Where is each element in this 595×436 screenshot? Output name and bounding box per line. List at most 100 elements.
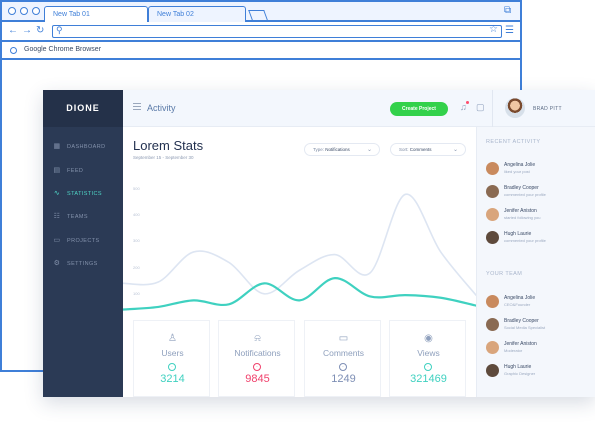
window-maximize-icon[interactable] <box>32 7 40 15</box>
pulse-icon: ∿ <box>53 190 61 197</box>
sidebar-item-projects[interactable]: ▭ PROJECTS <box>53 235 100 247</box>
forward-arrow-icon[interactable]: → <box>22 25 32 36</box>
address-bar[interactable]: ⚲ ☆ <box>52 24 502 38</box>
your-team-heading: YOUR TEAM <box>486 271 523 277</box>
bell-icon: ⍾ <box>254 333 261 344</box>
list-item[interactable]: Bradley Cooper commented your profile <box>486 184 591 200</box>
bookmark-star-icon[interactable]: ☆ <box>489 24 498 35</box>
sidebar-item-label: PROJECTS <box>67 238 100 244</box>
right-panel: RECENT ACTIVITY Angelina Jolie liked you… <box>476 127 595 397</box>
window-close-icon[interactable] <box>8 7 16 15</box>
y-tick-label: 400 <box>133 212 140 218</box>
back-arrow-icon[interactable]: ← <box>8 25 18 36</box>
chevron-down-icon: ⌄ <box>452 147 458 153</box>
users-card[interactable]: ♙ Users · 3214 <box>133 320 210 397</box>
avatar <box>486 341 499 354</box>
notifications-card[interactable]: ⍾ Notifications · 9845 <box>218 320 295 397</box>
folder-icon: ▭ <box>53 237 61 244</box>
notification-badge <box>466 101 469 104</box>
stats-title: Lorem Stats <box>133 138 204 153</box>
type-dropdown[interactable]: Type: Notifications ⌄ <box>304 143 380 156</box>
sidebar-item-label: DASHBOARD <box>67 144 106 150</box>
stats-panel: Lorem Stats September 15 - September 30 … <box>121 127 478 397</box>
browser-menu-icon[interactable]: ☰ <box>505 25 514 36</box>
sort-dropdown-value: Comments <box>409 147 432 152</box>
grid-icon: ▦ <box>53 143 61 150</box>
app-header: Activity Create Project ♫ ▢ BRAD PITT <box>123 90 595 127</box>
sidebar-item-dashboard[interactable]: ▦ DASHBOARD <box>53 141 105 153</box>
notification-bell-icon[interactable]: ♫ <box>460 102 467 112</box>
views-card[interactable]: ◉ Views · 321469 <box>389 320 466 397</box>
search-icon: ⚲ <box>56 25 63 35</box>
user-name[interactable]: BRAD PITT <box>533 106 562 112</box>
sidebar-item-settings[interactable]: ⚙ SETTINGS <box>53 258 98 270</box>
card-label: Views <box>417 348 440 358</box>
list-item[interactable]: Jenifer Aniston started following you <box>486 207 591 223</box>
create-project-button[interactable]: Create Project <box>390 102 448 116</box>
series-line-primary <box>121 277 478 311</box>
browser-tab-bar: New Tab 01 New Tab 02 ⧉ <box>2 2 520 22</box>
list-item-name: Hugh Laurie <box>504 364 532 370</box>
browser-tab-2[interactable]: New Tab 02 <box>148 6 246 22</box>
reload-icon[interactable]: ↻ <box>36 25 45 36</box>
list-item-name: Angelina Jolie <box>504 162 536 168</box>
comments-card[interactable]: ▭ Comments · 1249 <box>304 320 381 397</box>
list-item-detail: Moderator <box>504 348 523 353</box>
page-title: Activity <box>147 103 176 113</box>
sidebar-item-statistics[interactable]: ∿ STATISTICS <box>53 188 102 200</box>
sidebar-item-label: SETTINGS <box>67 261 98 267</box>
status-icon: · <box>168 363 176 371</box>
list-item[interactable]: Bradley Cooper Social Media Specialist <box>486 317 591 333</box>
new-tab-button[interactable] <box>248 10 268 20</box>
gear-icon: ⚙ <box>53 260 61 267</box>
list-item[interactable]: Angelina Jolie liked your post <box>486 161 591 177</box>
browser-tab-1[interactable]: New Tab 01 <box>44 6 148 22</box>
extension-icon[interactable]: ⧉ <box>504 5 512 16</box>
list-item[interactable]: Hugh Laurie Graphic Designer <box>486 363 591 379</box>
bookmark-link[interactable]: Google Chrome Browser <box>24 46 102 53</box>
app-logo: DIONE <box>66 103 100 113</box>
avatar <box>486 208 499 221</box>
dashboard-app: DIONE ▦ DASHBOARD ▤ FEED ∿ STATISTICS ☷ … <box>43 90 595 397</box>
status-icon: · <box>253 363 261 371</box>
sidebar-item-feed[interactable]: ▤ FEED <box>53 165 83 177</box>
eye-icon: ◉ <box>424 333 433 344</box>
list-item-detail: commented your profile <box>504 238 546 243</box>
date-range: September 15 - September 30 <box>133 155 194 160</box>
avatar <box>486 364 499 377</box>
list-item-detail: liked your post <box>504 169 530 174</box>
sidebar-item-label: TEAMS <box>67 214 88 220</box>
list-item[interactable]: Hugh Laurie commented your profile <box>486 230 591 246</box>
bookmark-favicon-icon <box>10 47 17 54</box>
card-value: 9845 <box>245 373 270 385</box>
logo-area: DIONE <box>43 90 123 127</box>
avatar <box>486 162 499 175</box>
recent-activity-heading: RECENT ACTIVITY <box>486 139 541 145</box>
card-value: 321469 <box>410 373 447 385</box>
card-value: 3214 <box>160 373 185 385</box>
window-minimize-icon[interactable] <box>20 7 28 15</box>
list-item[interactable]: Jenifer Aniston Moderator <box>486 340 591 356</box>
message-icon[interactable]: ▢ <box>476 102 485 112</box>
y-tick-label: 300 <box>133 238 140 244</box>
stats-chart: 500 400 300 200 100 <box>121 170 478 325</box>
user-icon: ♙ <box>168 333 177 344</box>
card-label: Comments <box>322 348 365 358</box>
avatar[interactable] <box>505 98 525 118</box>
list-item-detail: Graphic Designer <box>504 371 536 376</box>
list-item-detail: started following you <box>504 215 541 220</box>
y-tick-label: 200 <box>133 264 140 270</box>
list-item-name: Hugh Laurie <box>504 231 532 237</box>
comment-icon: ▭ <box>338 333 349 344</box>
y-tick-label: 500 <box>133 186 140 192</box>
list-item-detail: CEO&Founder <box>504 302 531 307</box>
chevron-down-icon: ⌄ <box>366 147 372 153</box>
y-tick-label: 100 <box>133 290 140 296</box>
avatar <box>486 295 499 308</box>
sort-dropdown[interactable]: Sort: Comments ⌄ <box>390 143 466 156</box>
list-item[interactable]: Angelina Jolie CEO&Founder <box>486 294 591 310</box>
avatar <box>486 318 499 331</box>
hamburger-menu-icon[interactable] <box>133 103 141 111</box>
sidebar-item-teams[interactable]: ☷ TEAMS <box>53 211 88 223</box>
list-item-name: Jenifer Aniston <box>504 208 537 214</box>
